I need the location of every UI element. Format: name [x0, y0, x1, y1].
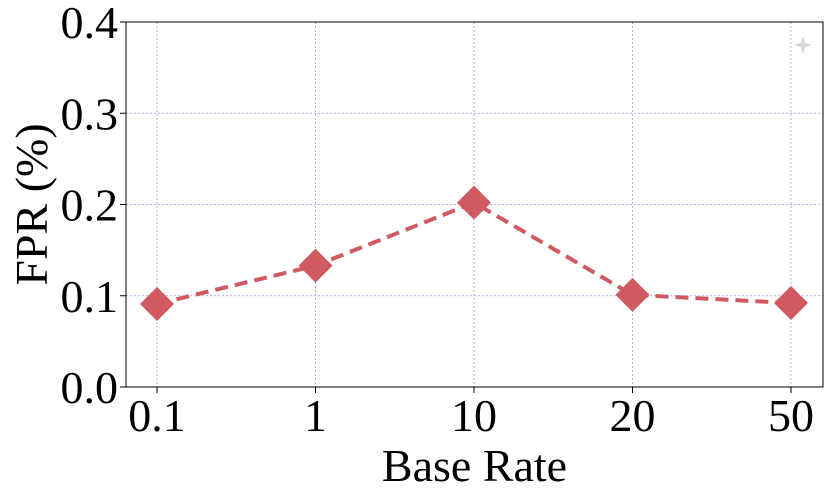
y-tick-label: 0.1 [61, 271, 119, 322]
y-axis-label: FPR (%) [6, 123, 57, 285]
data-point-marker [774, 286, 808, 321]
y-tick-label: 0.0 [61, 362, 119, 413]
y-tick-label: 0.4 [61, 0, 119, 48]
data-point-marker [615, 277, 650, 312]
y-axis-ticks: 0.0 0.1 0.2 0.3 0.4 [61, 0, 126, 413]
x-axis-ticks: 0.1 1 10 20 50 [128, 387, 814, 441]
data-point-marker [457, 185, 491, 220]
four-point-star-icon [794, 36, 812, 54]
x-tick-label: 0.1 [128, 390, 186, 441]
series-line [156, 200, 792, 306]
x-tick-label: 20 [610, 390, 656, 441]
series [140, 185, 808, 321]
four-point-star-shape [794, 36, 812, 54]
x-tick-label: 10 [451, 390, 497, 441]
y-tick-label: 0.2 [61, 180, 119, 231]
y-tick-label: 0.3 [61, 88, 119, 139]
x-tick-label: 50 [768, 390, 814, 441]
x-tick-label: 1 [304, 390, 327, 441]
x-axis-label: Base Rate [382, 440, 567, 491]
data-point-marker [140, 286, 174, 321]
data-point-marker [298, 248, 333, 283]
